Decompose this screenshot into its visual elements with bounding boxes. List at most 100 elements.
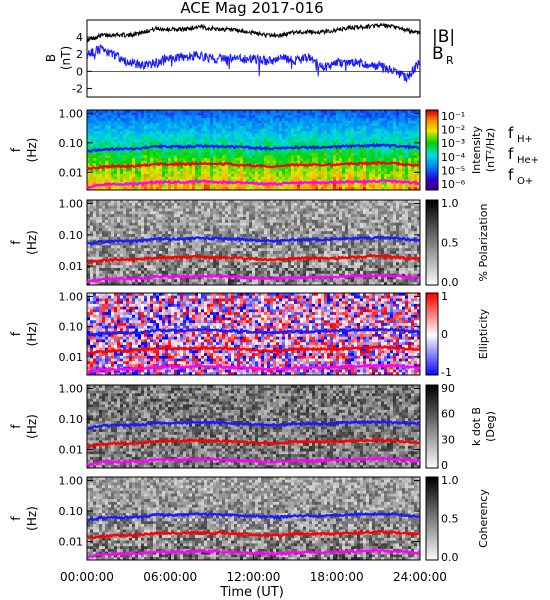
spectrogram-cell [168,211,172,215]
spectrogram-cell [300,152,304,156]
spectrogram-cell [162,279,166,283]
spectrogram-cell [183,231,187,235]
spectrogram-cell [135,134,139,138]
spectrogram-cell [312,134,316,138]
spectrogram-cell [180,150,184,154]
spectrogram-cell [297,144,301,148]
spectrogram-cell [102,248,106,252]
spectrogram-cell [225,136,229,140]
spectrogram-cell [96,251,100,255]
spectrogram-cell [180,259,184,263]
spectrogram-cell [321,128,325,132]
spectrogram-cell [288,115,292,119]
spectrogram-cell [90,142,94,146]
spectrogram-cell [225,245,229,249]
spectrogram-cell [213,134,217,138]
spectrogram-cell [201,225,205,229]
spectrogram-cell [396,166,400,170]
spectrogram-cell [159,155,163,159]
spectrogram-cell [408,118,412,122]
spectrogram-cell [228,279,232,283]
spectrogram-cell [114,168,118,172]
spectrogram-cell [411,123,415,127]
spectrogram-cell [330,155,334,159]
spectrogram-cell [234,219,238,223]
spectrogram-cell [192,279,196,283]
spectrogram-cell [288,155,292,159]
spectrogram-cell [255,128,259,132]
spectrogram-cell [195,139,199,143]
spectrogram-cell [318,168,322,172]
spectrogram-cell [87,152,91,156]
spectrogram-cell [342,128,346,132]
spectrogram-cell [330,120,334,124]
spectrogram-cell [201,171,205,175]
spectrogram-cell [96,112,100,116]
spectrogram-cell [198,136,202,140]
spectrogram-cell [177,248,181,252]
spectrogram-cell [126,202,130,206]
spectrogram-cell [144,270,148,274]
spectrogram-cell [288,142,292,146]
spectrogram-cell [198,270,202,274]
spectrogram-cell [90,222,94,226]
spectrogram-cell [219,265,223,269]
spectrogram-cell [147,270,151,274]
spectrogram-cell [105,126,109,130]
spectrogram-cell [225,168,229,172]
spectrogram-cell [399,171,403,175]
spectrogram-cell [147,219,151,223]
spectrogram-cell [132,142,136,146]
spectrogram-cell [246,142,250,146]
spectrogram-cell [192,136,196,140]
spectrogram-cell [117,234,121,238]
spectrogram-cell [105,131,109,135]
spectrogram-cell [168,152,172,156]
spectrogram-cell [120,118,124,122]
spectrogram-cell [303,171,307,175]
spectrogram-cell [225,123,229,127]
spectrogram-cell [339,131,343,135]
spectrogram-cell [90,276,94,280]
spectrogram-cell [348,182,352,186]
spectrogram-cell [246,123,250,127]
spectrogram-cell [234,112,238,116]
spectrogram-cell [342,187,346,191]
spectrogram-cell [219,139,223,143]
spectrogram-cell [165,142,169,146]
spectrogram-cell [174,147,178,151]
spectrogram-cell [294,152,298,156]
spectrogram-cell [177,184,181,188]
spectrogram-cell [225,279,229,283]
spectrogram-cell [273,171,277,175]
spectrogram-cell [276,136,280,140]
spectrogram-cell [192,248,196,252]
spectrogram-cell [225,251,229,255]
spectrogram-cell [300,168,304,172]
spectrogram-cell [192,142,196,146]
spectrogram-cell [156,123,160,127]
spectrogram-cell [306,120,310,124]
spectrogram-cell [132,253,136,257]
spectrogram-cell [213,110,217,114]
spectrogram-cell [132,225,136,229]
spectrogram-cell [159,136,163,140]
spectrogram-cell [96,136,100,140]
spectrogram-cell [240,179,244,183]
spectrogram-cell [216,222,220,226]
spectrogram-cell [384,118,388,122]
spectrogram-cell [327,179,331,183]
spectrogram-cell [96,110,100,114]
spectrogram-cell [327,134,331,138]
spectrogram-cell [177,242,181,246]
spectrogram-cell [414,155,418,159]
spectrogram-cell [342,155,346,159]
spectrogram-cell [204,142,208,146]
spectrogram-cell [363,131,367,135]
spectrogram-cell [234,155,238,159]
spectrogram-cell [117,123,121,127]
spectrogram-cell [225,270,229,274]
spectrogram-cell [171,147,175,151]
spectrogram-cell [216,242,220,246]
spectrogram-cell [291,152,295,156]
